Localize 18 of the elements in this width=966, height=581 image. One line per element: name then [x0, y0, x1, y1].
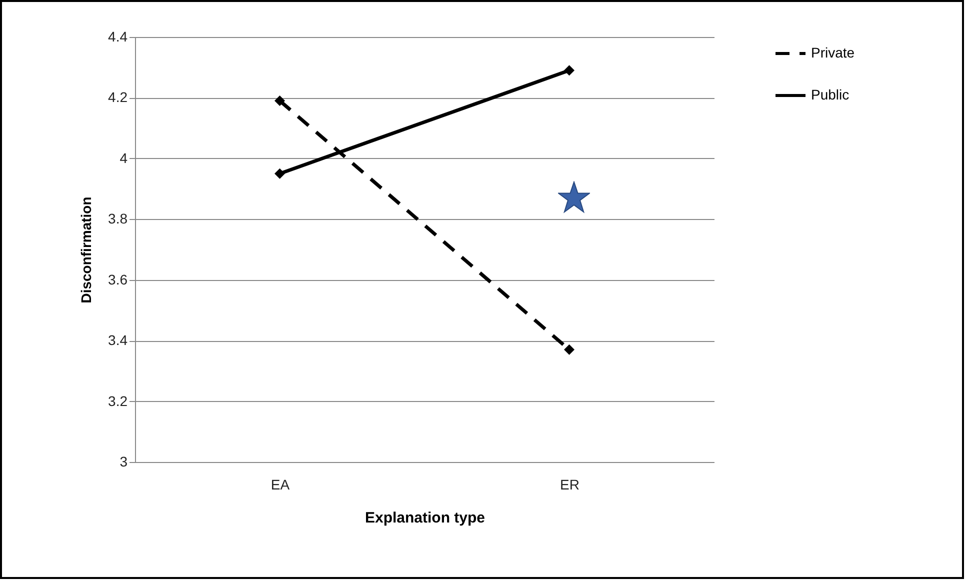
- point: [564, 344, 574, 355]
- legend-label: Private: [811, 44, 855, 60]
- y-tick-label: 4: [120, 150, 128, 166]
- point: [274, 96, 285, 106]
- y-tick-label: 3.2: [108, 392, 128, 409]
- y-tick-label: 3.6: [108, 271, 128, 288]
- y-axis-title: Disconfirmation: [78, 196, 94, 304]
- y-tick-label: 3.8: [108, 210, 128, 227]
- point: [564, 65, 574, 76]
- y-tick-label: 4.4: [108, 28, 128, 44]
- x-tick-label: ER: [560, 476, 580, 492]
- y-tick-label: 4.2: [108, 89, 128, 106]
- x-axis-title: Explanation type: [364, 510, 486, 526]
- x-tick-label: EA: [270, 476, 290, 492]
- point: [274, 168, 285, 179]
- y-tick-label: 3.4: [108, 332, 128, 348]
- legend-label: Public: [811, 86, 850, 102]
- y-tick-label: 3: [120, 454, 128, 470]
